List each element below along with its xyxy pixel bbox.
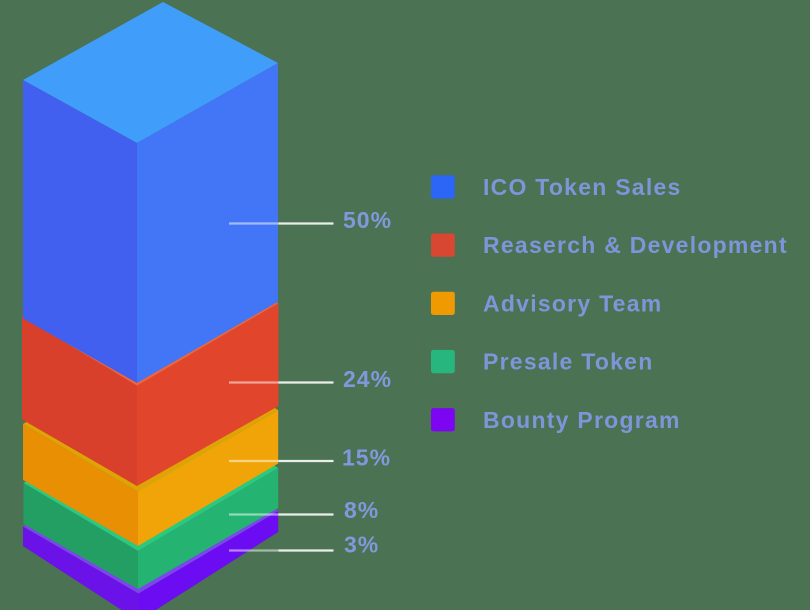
svg-text:ICO Token Sales: ICO Token Sales [483, 174, 682, 200]
svg-text:15%: 15% [342, 445, 391, 471]
svg-text:50%: 50% [343, 207, 392, 233]
svg-text:Advisory Team: Advisory Team [483, 290, 662, 316]
svg-text:24%: 24% [343, 366, 392, 392]
svg-text:Reaserch & Development: Reaserch & Development [483, 232, 788, 258]
svg-text:Bounty Program: Bounty Program [483, 407, 681, 433]
svg-text:3%: 3% [344, 532, 379, 558]
svg-text:8%: 8% [344, 497, 379, 523]
svg-text:Presale Token: Presale Token [483, 349, 654, 375]
